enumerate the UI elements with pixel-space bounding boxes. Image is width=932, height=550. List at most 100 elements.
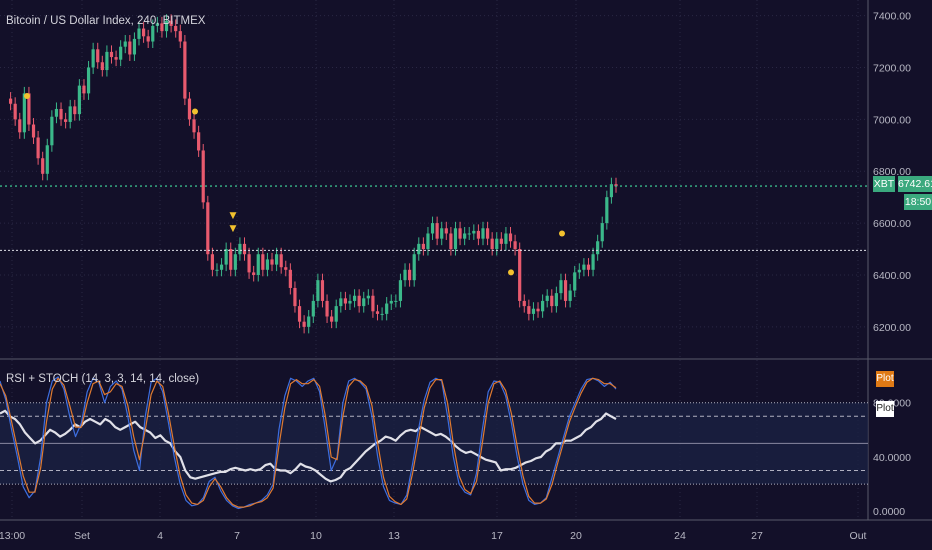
candle-body <box>238 243 242 255</box>
time-tick-label: 13 <box>388 530 400 542</box>
time-tick-label: 4 <box>157 530 163 542</box>
signal-dot <box>508 269 514 276</box>
countdown-label: 18:50 <box>904 194 932 210</box>
candle-body <box>54 108 59 117</box>
price-tick-label: 6800.00 <box>873 166 911 178</box>
candle-body <box>141 28 146 37</box>
chart-title: Bitcoin / US Dollar Index, 240, BITMEX <box>6 15 206 27</box>
price-tick-label: 6600.00 <box>873 218 911 230</box>
candle-body <box>265 259 270 270</box>
candle-body <box>573 272 577 291</box>
candle-body <box>77 85 81 115</box>
candle-body <box>252 272 256 275</box>
candle-body <box>256 254 260 275</box>
candle-body <box>563 280 568 301</box>
candle-body <box>31 124 36 138</box>
candle-body <box>275 254 279 265</box>
candle-body <box>527 306 531 314</box>
candle-body <box>284 267 288 270</box>
candle-body <box>426 233 430 250</box>
candle-body <box>472 230 476 234</box>
time-tick-label: 24 <box>674 530 686 542</box>
last-price-label: 6742.61 <box>898 176 932 192</box>
candle-body <box>513 241 517 250</box>
candle-body <box>288 269 292 288</box>
candle-body <box>362 298 366 307</box>
candle-body <box>481 228 485 239</box>
candle-body <box>270 259 274 265</box>
candle-body <box>371 295 375 312</box>
candle-body <box>114 57 118 60</box>
candle-body <box>463 233 467 239</box>
candle-body <box>197 132 201 151</box>
candle-body <box>169 20 173 26</box>
candle-body <box>302 321 306 327</box>
candle-body <box>582 264 586 270</box>
candle-body <box>160 23 164 32</box>
candle-body <box>444 228 448 234</box>
candle-body <box>109 51 114 58</box>
time-tick-label: 10 <box>310 530 322 542</box>
candle-body <box>174 25 178 32</box>
legend-plot-white: Plot <box>876 401 894 417</box>
candle-body <box>8 98 13 104</box>
candle-body <box>403 269 407 281</box>
candle-body <box>73 106 77 115</box>
candle-body <box>146 36 150 42</box>
candle-body <box>128 41 132 55</box>
candle-body <box>398 280 403 301</box>
signal-dot <box>24 92 30 99</box>
candle-body <box>348 300 352 304</box>
candle-body <box>609 184 614 198</box>
candle-body <box>339 298 343 307</box>
price-panel <box>0 0 868 358</box>
candle-body <box>485 228 490 239</box>
candle-body <box>417 243 421 255</box>
candle-body <box>178 31 182 42</box>
candle-body <box>320 280 325 301</box>
candle-body <box>86 67 91 94</box>
candle-body <box>577 269 581 273</box>
candle-body <box>559 280 563 294</box>
candle-body <box>183 41 187 99</box>
price-tick-label: 7200.00 <box>873 62 911 74</box>
candle-body <box>293 287 297 307</box>
candle-body <box>325 300 329 317</box>
candle-body <box>18 119 22 133</box>
price-tick-label: 7400.00 <box>873 11 911 23</box>
candle-body <box>41 158 45 174</box>
time-tick-label: 13:00 <box>0 530 25 542</box>
candle-body <box>385 303 389 314</box>
candle-body <box>499 238 503 244</box>
candle-body <box>343 298 347 304</box>
candle-body <box>453 228 458 250</box>
candle-body <box>490 238 494 250</box>
signal-dot <box>192 108 198 115</box>
candle-body <box>242 243 247 255</box>
stoch-d-line <box>0 377 617 508</box>
candle-body <box>495 238 499 250</box>
candle-body <box>123 41 127 47</box>
candle-body <box>50 116 54 146</box>
candle-body <box>375 311 380 314</box>
candle-body <box>307 316 311 327</box>
candle-body <box>151 25 155 42</box>
time-tick-label: 20 <box>570 530 582 542</box>
candle-body <box>210 254 214 270</box>
candle-body <box>45 145 49 174</box>
candle-body <box>408 269 412 281</box>
candle-body <box>192 119 196 133</box>
candle-body <box>261 254 265 270</box>
candle-body <box>137 28 141 39</box>
candle-body <box>119 46 123 60</box>
candle-body <box>430 223 435 234</box>
candle-body <box>554 293 558 307</box>
candle-body <box>518 249 522 301</box>
candle-body <box>22 93 26 133</box>
price-tick-label: 7000.00 <box>873 114 911 126</box>
candle-body <box>279 254 283 268</box>
signal-dot <box>559 230 565 237</box>
candle-body <box>100 62 104 71</box>
candle-body <box>476 230 481 239</box>
